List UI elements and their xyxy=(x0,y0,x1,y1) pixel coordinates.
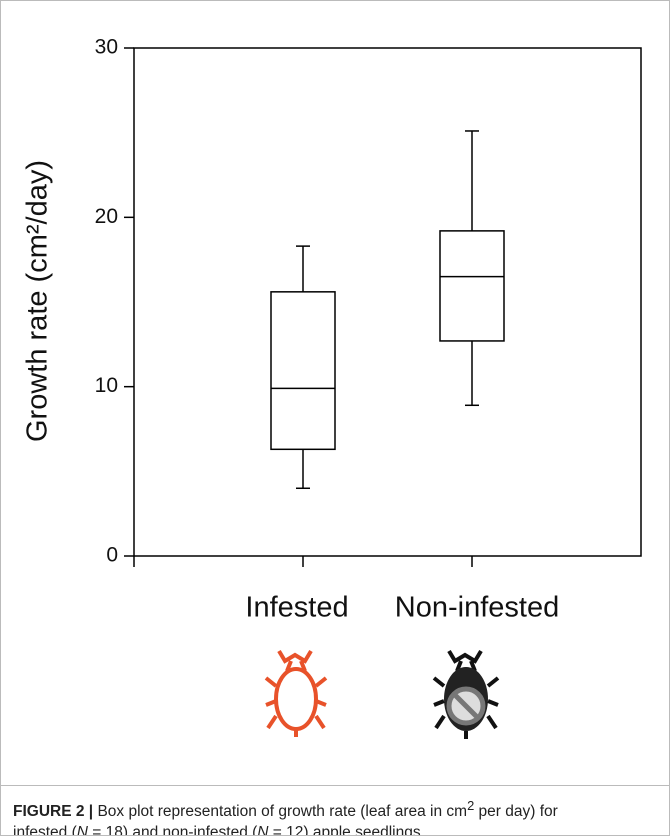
x-tick-label: Non-infested xyxy=(395,592,559,624)
box xyxy=(440,231,504,341)
caption-text: = 12) apple seedlings. xyxy=(269,824,425,836)
y-tick-label: 30 xyxy=(95,36,118,59)
x-tick-label: Infested xyxy=(245,592,348,624)
y-tick-label: 0 xyxy=(106,544,118,567)
chart: Growth rate (cm²/day) 0 10 20 30 Infested Non… xyxy=(1,1,669,785)
y-axis-label: Growth rate (cm²/day) xyxy=(22,160,54,442)
caption-rule xyxy=(1,785,669,786)
caption-italic: N xyxy=(77,824,88,836)
y-tick-label: 10 xyxy=(95,374,118,397)
caption-italic: N xyxy=(257,824,268,836)
caption-text: Box plot representation of growth rate (… xyxy=(97,803,467,820)
caption-label: FIGURE 2 | xyxy=(13,803,93,820)
y-tick-label: 20 xyxy=(95,205,118,228)
figure: Growth rate (cm²/day) 0 10 20 30 Infested Non… xyxy=(0,0,670,836)
caption: FIGURE 2 | Box plot representation of gr… xyxy=(13,795,613,836)
plot-frame xyxy=(134,48,641,556)
box xyxy=(271,292,335,449)
infested-icon xyxy=(266,651,326,737)
caption-text: = 18) and non-infested ( xyxy=(88,824,257,836)
non-infested-icon xyxy=(434,651,498,739)
